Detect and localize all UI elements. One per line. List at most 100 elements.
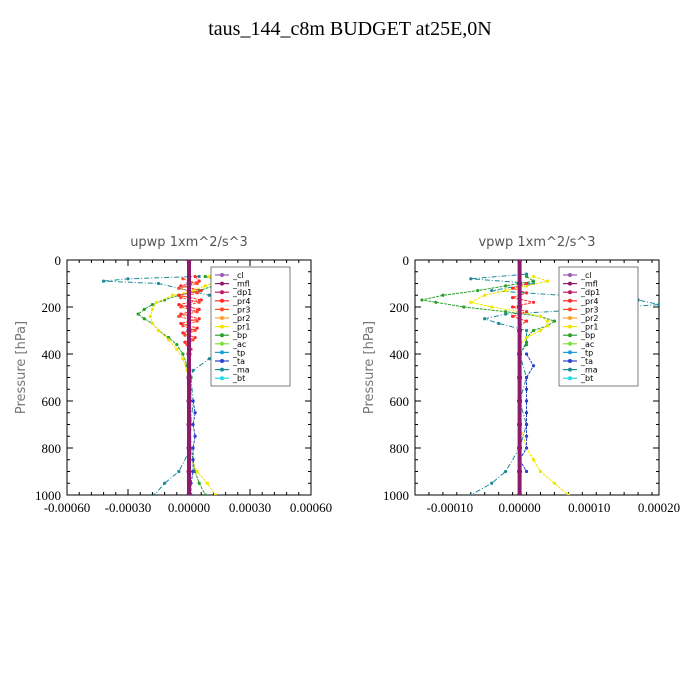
x-tick-label: 0.00030 (229, 500, 271, 515)
data-point-ma (156, 281, 161, 286)
y-tick-label: 200 (42, 300, 62, 315)
data-point-pr4 (193, 274, 197, 279)
plot-title: upwp 1xm^2/s^3 (130, 235, 248, 250)
plot-title: vpwp 1xm^2/s^3 (478, 235, 595, 250)
data-point-pr1 (156, 328, 161, 333)
data-point-mfl (186, 375, 192, 380)
data-point-bp (434, 300, 438, 304)
y-tick-label: 800 (42, 441, 62, 456)
data-point-pr4 (199, 288, 203, 293)
legend-label: _mfl (232, 280, 250, 289)
legend-swatch-marker (220, 359, 224, 363)
data-point-mfl (517, 375, 523, 380)
legend-swatch-marker (220, 298, 224, 303)
data-point-ma (152, 493, 157, 495)
data-point-pr1 (469, 300, 473, 304)
legend-label: _cl (232, 271, 244, 280)
legend-label: _pr1 (580, 323, 598, 332)
data-point-ta (191, 422, 195, 427)
data-point-pr4 (193, 335, 197, 340)
legend-swatch-marker (568, 376, 572, 381)
data-point-pr1 (490, 305, 494, 309)
data-point-pr3 (183, 333, 187, 337)
data-point-pr4 (179, 312, 183, 316)
data-point-ma (126, 277, 130, 281)
data-point-ma (657, 303, 659, 307)
legend-label: _pr3 (580, 305, 598, 314)
x-tick-label: -0.00010 (427, 500, 474, 515)
data-point-mfl (186, 492, 192, 495)
legend-swatch-marker (568, 359, 572, 363)
data-point-mfl (517, 398, 523, 404)
data-point-ta (524, 387, 529, 391)
data-point-bp (142, 307, 146, 311)
data-point-ta (191, 469, 195, 474)
figure-title: taus_144_c8m BUDGET at25E,0N (208, 18, 492, 40)
data-point-bp (175, 343, 179, 347)
data-point-pr1 (195, 469, 199, 474)
data-point-bp (197, 481, 201, 485)
data-point-bp (420, 298, 424, 302)
data-point-bp (181, 352, 185, 356)
data-point-pr1 (175, 347, 179, 351)
data-point-pr1 (538, 314, 543, 318)
data-point-ma (191, 368, 195, 373)
legend-swatch-marker (568, 298, 572, 303)
data-point-pr1 (148, 314, 152, 318)
data-point-pr4 (524, 319, 529, 323)
legend-label: _ma (580, 366, 598, 375)
data-point-mfl (186, 422, 192, 427)
data-point-pr1 (213, 493, 218, 495)
legend-swatch-marker (220, 350, 224, 355)
data-point-pr3 (195, 310, 199, 314)
legend-label: _ac (232, 340, 246, 349)
data-point-mfl (186, 351, 192, 357)
data-point-bp (552, 319, 557, 323)
data-point-pr1 (531, 458, 536, 462)
data-point-ma (524, 272, 529, 276)
data-point-bp (203, 274, 207, 279)
legend-swatch-marker (568, 281, 572, 286)
data-point-pr4 (197, 307, 201, 311)
data-point-ma (163, 481, 167, 485)
legend-label: _ac (580, 340, 594, 349)
data-point-ma (524, 328, 529, 333)
data-point-pr4 (197, 317, 201, 321)
data-point-ta (524, 469, 529, 474)
data-point-bp (504, 284, 508, 288)
data-point-mfl (186, 328, 192, 333)
data-point-ta (191, 399, 195, 403)
data-point-mfl (517, 422, 523, 427)
legend-label: _bt (580, 374, 593, 383)
data-point-ta (524, 434, 529, 438)
data-point-ma (497, 321, 501, 326)
data-point-ta (524, 411, 529, 415)
legend-label: _bp (580, 331, 595, 340)
data-point-ta (191, 458, 195, 462)
y-tick-label: 800 (390, 441, 410, 456)
legend-label: _pr2 (580, 314, 598, 323)
data-point-pr3 (195, 281, 199, 286)
data-point-pr1 (531, 274, 536, 279)
data-point-pr3 (181, 324, 185, 328)
data-point-pr4 (181, 331, 185, 335)
series-line-pr1 (149, 275, 221, 495)
x-tick-label: 0.00060 (290, 500, 332, 515)
series-line-ma (470, 273, 659, 495)
series-line-pr4 (510, 283, 534, 331)
y-tick-label: 0 (55, 253, 62, 268)
data-point-mfl (186, 281, 192, 286)
data-point-pr1 (205, 481, 209, 485)
data-point-bp (203, 493, 207, 495)
data-point-pr3 (179, 296, 183, 300)
legend-label: _tp (232, 348, 245, 357)
data-point-ma (469, 493, 473, 495)
legend-swatch-marker (220, 307, 224, 312)
data-point-pr1 (524, 335, 529, 340)
data-point-pr3 (195, 319, 199, 323)
series-line-bp (421, 275, 556, 378)
data-point-ma (102, 279, 106, 283)
legend-label: _ta (232, 357, 245, 366)
data-point-pr1 (538, 469, 543, 474)
legend-swatch-marker (568, 290, 572, 295)
